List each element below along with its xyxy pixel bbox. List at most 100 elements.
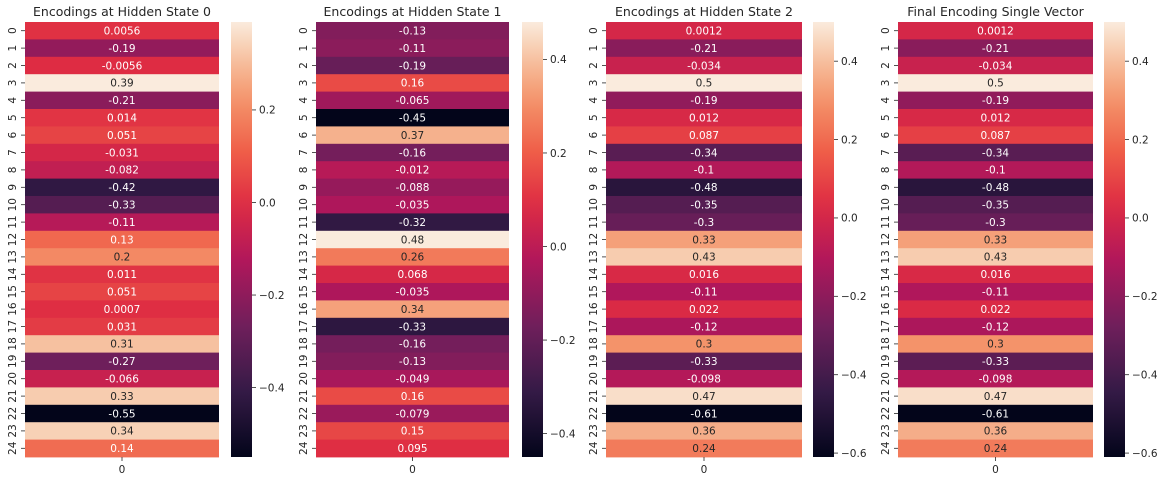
colorbar-tick-label: 0.4	[1132, 56, 1149, 68]
heatmap-cell	[316, 196, 509, 214]
heatmap-cell	[25, 178, 219, 197]
y-tick-label: 20	[588, 372, 600, 385]
y-tick-label: 14	[298, 267, 310, 281]
heatmap-cell	[898, 404, 1093, 423]
cell-value-label: -0.35	[690, 200, 717, 212]
chart-title: Encodings at Hidden State 1	[324, 4, 502, 19]
heatmap-panel-2: Encodings at Hidden State 20.00120-0.211…	[588, 4, 867, 476]
cell-value-label: 0.15	[401, 426, 424, 438]
y-tick-label: 6	[588, 131, 600, 138]
heatmap-cell	[606, 317, 802, 336]
y-tick-label: 23	[298, 424, 310, 437]
y-tick-label: 17	[880, 320, 892, 333]
chart-title: Final Encoding Single Vector	[907, 4, 1084, 19]
heatmap-cell	[898, 317, 1093, 336]
cell-value-label: -0.11	[108, 217, 135, 229]
cell-value-label: 0.031	[107, 321, 137, 333]
cell-value-label: -0.61	[982, 408, 1009, 420]
heatmap-cell	[606, 109, 802, 127]
heatmap-cell	[898, 213, 1093, 232]
y-tick-label: 2	[588, 62, 600, 69]
colorbar	[522, 22, 543, 457]
y-tick-label: 11	[880, 215, 892, 228]
cell-value-label: 0.014	[107, 113, 137, 125]
cell-value-label: -0.034	[687, 60, 721, 72]
colorbar	[1104, 22, 1125, 457]
heatmap-cell	[898, 178, 1093, 197]
cell-value-label: 0.0012	[977, 26, 1014, 38]
heatmap-cell	[606, 230, 802, 249]
heatmap-cell	[606, 300, 802, 319]
y-tick-label: 3	[298, 80, 310, 87]
y-tick-label: 5	[7, 114, 19, 121]
cell-value-label: -0.11	[399, 43, 426, 55]
heatmap-cell	[606, 39, 802, 58]
heatmap-cell	[25, 317, 219, 336]
cell-value-label: -0.1	[694, 165, 715, 177]
colorbar-tick-label: −0.4	[841, 370, 867, 382]
y-tick-label: 10	[7, 198, 19, 211]
y-tick-label: 14	[880, 267, 892, 281]
y-tick-label: 12	[7, 233, 19, 246]
colorbar	[813, 22, 834, 457]
y-tick-label: 18	[880, 337, 892, 350]
heatmap-cell	[25, 161, 219, 179]
y-tick-label: 20	[880, 372, 892, 385]
heatmap-cell	[25, 196, 219, 214]
colorbar-tick-label: 0.0	[841, 213, 858, 225]
cell-value-label: 0.016	[980, 269, 1010, 281]
y-tick-label: 0	[7, 27, 19, 34]
y-tick-label: 12	[880, 233, 892, 246]
colorbar-tick-label: −0.2	[259, 290, 285, 302]
heatmap-cell	[316, 335, 509, 353]
y-tick-label: 7	[298, 149, 310, 156]
heatmap-cell	[316, 74, 509, 92]
heatmap-cell	[25, 230, 219, 249]
y-tick-label: 9	[880, 184, 892, 191]
y-tick-label: 2	[298, 62, 310, 69]
colorbar-tick-label: 0.4	[550, 54, 567, 66]
cell-value-label: 0.012	[980, 113, 1010, 125]
heatmap-cell	[898, 248, 1093, 266]
y-tick-label: 20	[298, 372, 310, 385]
cell-value-label: -0.098	[687, 374, 721, 386]
cell-value-label: -0.11	[982, 287, 1009, 299]
cell-value-label: -0.21	[108, 95, 135, 107]
y-tick-label: 22	[880, 407, 892, 420]
y-tick-label: 16	[7, 302, 19, 316]
heatmap-cell	[898, 283, 1093, 301]
y-tick-label: 20	[7, 372, 19, 385]
y-tick-label: 19	[588, 355, 600, 368]
heatmap-cell	[316, 422, 509, 440]
heatmap-cell	[316, 143, 509, 162]
y-tick-label: 7	[880, 149, 892, 156]
y-tick-label: 4	[880, 97, 892, 104]
y-tick-label: 1	[588, 45, 600, 52]
colorbar-tick-label: −0.4	[259, 382, 285, 394]
cell-value-label: -0.1	[985, 165, 1006, 177]
heatmap-cell	[25, 143, 219, 162]
cell-value-label: 0.16	[401, 391, 425, 403]
heatmap-cell	[25, 335, 219, 353]
y-tick-label: 6	[880, 131, 892, 138]
cell-value-label: 0.26	[401, 252, 425, 264]
heatmap-cell	[898, 126, 1093, 145]
y-tick-label: 5	[880, 114, 892, 121]
heatmap-cell	[606, 213, 802, 232]
y-tick-label: 23	[588, 424, 600, 437]
y-tick-label: 3	[880, 80, 892, 87]
cell-value-label: 0.31	[110, 339, 133, 351]
cell-value-label: -0.065	[396, 95, 430, 107]
cell-value-label: 0.13	[110, 234, 133, 246]
cell-value-label: -0.19	[108, 43, 135, 55]
heatmap-cell	[606, 370, 802, 388]
cell-value-label: -0.21	[982, 43, 1009, 55]
x-tick-label: 0	[119, 464, 126, 476]
cell-value-label: 0.33	[984, 234, 1007, 246]
y-tick-label: 13	[880, 250, 892, 263]
heatmap-cell	[316, 22, 509, 40]
y-tick-label: 8	[588, 167, 600, 174]
cell-value-label: -0.035	[396, 200, 430, 212]
y-tick-label: 10	[588, 198, 600, 211]
